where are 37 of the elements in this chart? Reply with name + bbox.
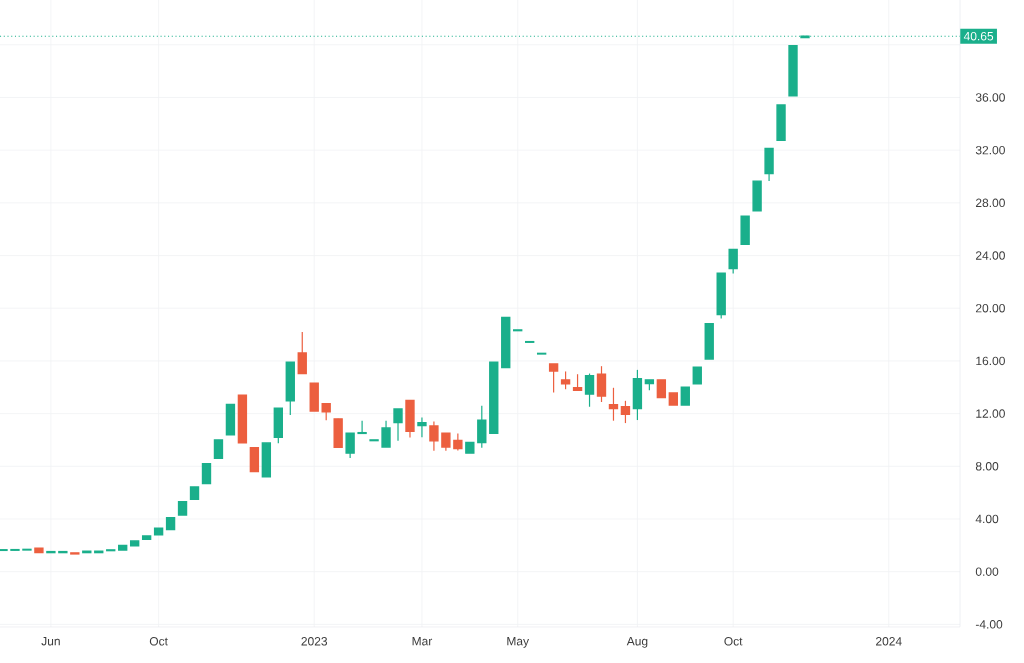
- candlestick: [201, 462, 212, 485]
- candlestick: [297, 331, 307, 375]
- y-tick-label: 36.00: [975, 93, 1005, 102]
- candlestick: [345, 432, 355, 459]
- candlestick: [213, 439, 224, 460]
- x-tick-label: Mar: [412, 637, 433, 646]
- candlestick: [584, 372, 595, 408]
- y-tick-label: 16.00: [976, 356, 1005, 366]
- y-tick-label: 20.00: [975, 303, 1005, 313]
- candlestick: [381, 420, 391, 448]
- y-tick-label: 32.00: [975, 145, 1005, 155]
- x-tick-label: Aug: [626, 637, 648, 648]
- y-tick-label: 8.00: [975, 462, 999, 471]
- ref-line-label: 40.65: [963, 31, 994, 41]
- candlestick: [596, 365, 607, 403]
- candlestick: [728, 248, 738, 275]
- candlestick: [548, 363, 559, 394]
- candlestick: [429, 420, 439, 452]
- y-tick-label: -4.00: [975, 620, 1003, 629]
- x-tick-label: Oct: [149, 637, 168, 646]
- y-tick-label: 12.00: [976, 409, 1005, 418]
- candlestick: [357, 420, 367, 435]
- y-tick-label: 24.00: [975, 251, 1005, 260]
- candlestick: [477, 405, 487, 449]
- x-tick-label: May: [507, 637, 530, 648]
- x-tick-label: 2023: [301, 637, 328, 646]
- x-tick-label: 2024: [876, 637, 902, 646]
- candlestick: [608, 387, 619, 422]
- x-tick-label: Oct: [724, 637, 743, 646]
- candlestick: [620, 400, 631, 424]
- candlestick: [417, 416, 427, 438]
- y-tick-label: 4.00: [975, 514, 999, 524]
- x-tick-label: Jun: [41, 637, 60, 646]
- candlestick: [393, 408, 403, 442]
- candlestick: [249, 447, 260, 473]
- y-tick-label: 0.00: [975, 567, 999, 576]
- y-tick-label: 28.00: [975, 198, 1005, 208]
